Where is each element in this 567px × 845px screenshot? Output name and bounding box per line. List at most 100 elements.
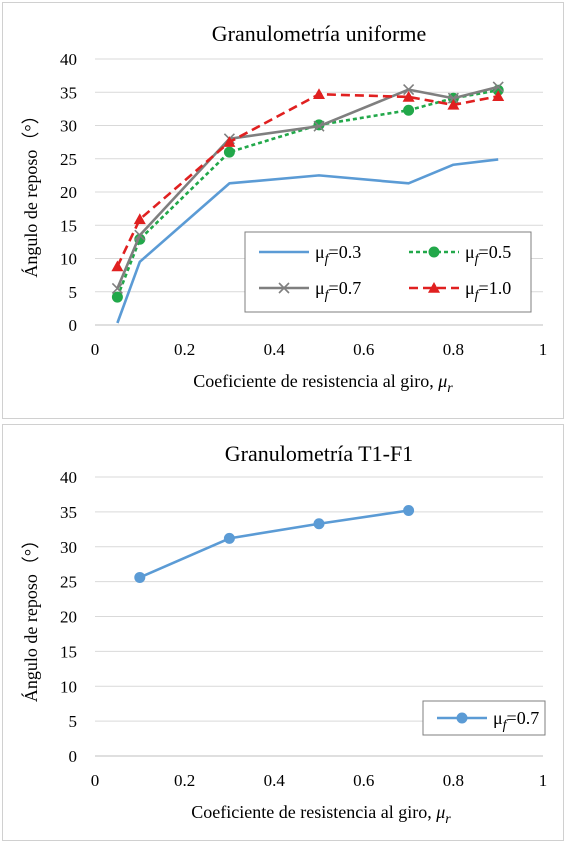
y-tick-label: 35	[60, 503, 77, 522]
x-tick-label: 0.2	[174, 340, 195, 359]
data-point	[134, 571, 146, 583]
data-point	[492, 81, 504, 93]
data-point	[313, 518, 325, 530]
legend-label-value: =0.7	[507, 708, 540, 728]
chart-panel-t1f1: Granulometría T1-F1 0 5 10 15 20 25 30 35 40 0 0.2 0…	[2, 424, 564, 841]
chart-panel-uniforme: Granulometría uniforme 0 5 10 15 20 25 30 35 40 0 0…	[2, 2, 564, 419]
legend-label-symbol: μ	[315, 278, 325, 298]
x-axis-label-text: Coeficiente de resistencia al giro,	[191, 802, 436, 822]
data-point	[447, 98, 460, 110]
legend-entry: μf=0.7	[437, 708, 539, 733]
legend-label: μf=0.3	[315, 242, 361, 267]
y-tick-label: 25	[60, 150, 77, 169]
x-tick-label: 1	[539, 340, 548, 359]
data-point	[492, 90, 505, 102]
legend-label-value: =1.0	[479, 278, 512, 298]
data-point	[111, 282, 123, 294]
legend-label-subscript: f	[325, 288, 331, 303]
data-point	[403, 84, 415, 96]
legend-marker	[428, 282, 440, 293]
y-tick-label: 10	[60, 250, 77, 269]
y-tick-label: 20	[60, 183, 77, 202]
legend-label-subscript: f	[325, 252, 331, 267]
x-axis-label-subscript: r	[445, 812, 451, 827]
legend-label-symbol: μ	[465, 278, 475, 298]
data-point	[403, 504, 415, 516]
legend-label-subscript: f	[503, 718, 509, 733]
chart-uniforme: Granulometría uniforme 0 5 10 15 20 25 30 35 40 0 0…	[20, 21, 548, 396]
y-axis-label: Ángulo de reposo（°）	[20, 106, 41, 277]
data-point	[403, 104, 415, 116]
legend: μf=0.3 μf=0.5μf=0.7 μf=1.0	[244, 231, 532, 313]
x-tick-label: 0.2	[174, 771, 195, 790]
x-axis-label-text: Coeficiente de resistencia al giro,	[193, 371, 438, 391]
y-axis-label: Ángulo de reposo（°）	[20, 531, 41, 702]
series-1	[134, 504, 415, 583]
legend-box	[244, 231, 532, 313]
x-tick-label: 1	[539, 771, 548, 790]
legend-entry: μf=1.0	[409, 278, 511, 303]
y-tick-label: 5	[69, 712, 78, 731]
y-tick-label: 15	[60, 642, 77, 661]
legend-marker	[278, 282, 290, 294]
x-tick-label: 0.8	[443, 771, 464, 790]
data-point	[402, 90, 415, 102]
data-point	[313, 120, 325, 132]
legend: μf=0.7	[422, 700, 546, 736]
series-line	[139, 509, 409, 579]
legend-label: μf=1.0	[465, 278, 511, 303]
y-tick-label: 15	[60, 216, 77, 235]
x-tick-label: 0	[91, 340, 100, 359]
legend-label-value: =0.3	[329, 242, 362, 262]
legend-label-symbol: μ	[493, 708, 503, 728]
series-1	[116, 158, 499, 324]
chart-t1f1: Granulometría T1-F1 0 5 10 15 20 25 30 35 40 0 0.2 0…	[20, 441, 548, 827]
x-tick-label: 0.4	[264, 340, 286, 359]
y-tick-label: 5	[69, 283, 78, 302]
x-tick-label: 0.8	[443, 340, 464, 359]
series-4	[111, 88, 505, 272]
legend-label-value: =0.5	[479, 242, 512, 262]
x-axis-label-subscript: r	[447, 381, 453, 396]
legend-label: μf=0.7	[493, 708, 539, 733]
y-tick-label: 0	[69, 316, 78, 335]
y-tick-label: 10	[60, 677, 77, 696]
x-axis-label-symbol: μ	[437, 371, 447, 391]
data-point	[134, 229, 146, 241]
y-tick-label: 35	[60, 83, 77, 102]
data-point	[223, 532, 235, 544]
data-point	[133, 213, 146, 225]
legend-entry: μf=0.7	[259, 278, 361, 303]
chart-title: Granulometría T1-F1	[225, 441, 413, 466]
data-point	[111, 291, 123, 303]
legend-label: μf=0.7	[315, 278, 361, 303]
x-axis-label: Coeficiente de resistencia al giro, μr	[193, 371, 453, 396]
y-tick-label: 30	[60, 117, 77, 136]
legend-label-symbol: μ	[465, 242, 475, 262]
chart-title: Granulometría uniforme	[212, 21, 426, 46]
data-point	[223, 136, 236, 147]
series-line	[116, 158, 499, 324]
x-axis-label-symbol: μ	[435, 802, 445, 822]
legend-label-value: =0.7	[329, 278, 362, 298]
y-tick-label: 0	[69, 747, 78, 766]
x-tick-label: 0.4	[264, 771, 286, 790]
y-tick-label: 20	[60, 608, 77, 627]
y-tick-label: 40	[60, 50, 77, 69]
y-tick-label: 25	[60, 573, 77, 592]
legend-label: μf=0.5	[465, 242, 511, 267]
x-axis-label: Coeficiente de resistencia al giro, μr	[191, 802, 451, 827]
y-tick-label: 40	[60, 468, 77, 487]
data-point	[313, 88, 325, 100]
data-point	[223, 146, 235, 158]
x-tick-label: 0.6	[353, 340, 374, 359]
y-tick-label: 30	[60, 538, 77, 557]
data-point	[111, 260, 124, 272]
legend-label-symbol: μ	[315, 242, 325, 262]
legend-entry: μf=0.3	[259, 242, 361, 267]
x-tick-label: 0	[91, 771, 100, 790]
data-point	[447, 92, 459, 104]
legend-marker	[456, 712, 468, 724]
legend-label-subscript: f	[475, 252, 481, 267]
x-tick-label: 0.6	[353, 771, 374, 790]
